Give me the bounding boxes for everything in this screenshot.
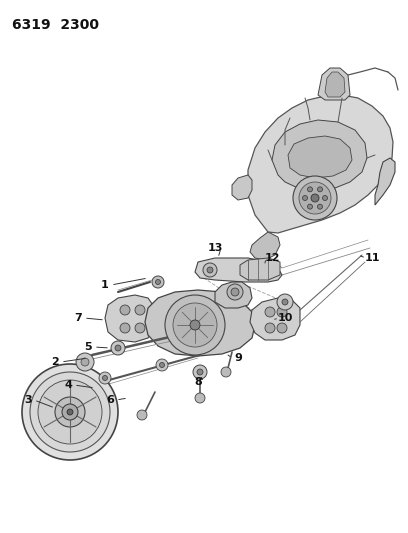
Circle shape — [265, 323, 275, 333]
Circle shape — [277, 294, 293, 310]
Text: 6: 6 — [106, 395, 114, 405]
Polygon shape — [232, 175, 252, 200]
Circle shape — [195, 393, 205, 403]
Circle shape — [203, 263, 217, 277]
Circle shape — [265, 307, 275, 317]
Circle shape — [190, 320, 200, 330]
Polygon shape — [105, 295, 155, 342]
Circle shape — [308, 187, 313, 192]
Circle shape — [227, 284, 243, 300]
Polygon shape — [318, 68, 350, 100]
Circle shape — [135, 305, 145, 315]
Text: 11: 11 — [364, 253, 380, 263]
Circle shape — [102, 376, 107, 381]
Circle shape — [322, 196, 328, 200]
Polygon shape — [325, 72, 345, 97]
Polygon shape — [145, 290, 255, 356]
Circle shape — [137, 410, 147, 420]
Circle shape — [302, 196, 308, 200]
Polygon shape — [248, 95, 393, 233]
Circle shape — [120, 305, 130, 315]
Circle shape — [120, 323, 130, 333]
Circle shape — [197, 369, 203, 375]
Polygon shape — [215, 282, 252, 308]
Circle shape — [231, 288, 239, 296]
Text: 3: 3 — [24, 395, 32, 405]
Circle shape — [277, 323, 287, 333]
Polygon shape — [250, 232, 280, 260]
Circle shape — [293, 176, 337, 220]
Circle shape — [135, 323, 145, 333]
Circle shape — [81, 358, 89, 366]
Polygon shape — [195, 258, 282, 282]
Circle shape — [317, 187, 322, 192]
Polygon shape — [272, 120, 367, 190]
Circle shape — [299, 182, 331, 214]
Circle shape — [311, 194, 319, 202]
Circle shape — [99, 372, 111, 384]
Circle shape — [308, 204, 313, 209]
Circle shape — [111, 341, 125, 355]
Polygon shape — [288, 136, 352, 178]
Circle shape — [38, 380, 102, 444]
Circle shape — [221, 367, 231, 377]
Text: 13: 13 — [207, 243, 223, 253]
Polygon shape — [375, 158, 395, 205]
Circle shape — [30, 372, 110, 452]
Circle shape — [317, 204, 322, 209]
Text: 9: 9 — [234, 353, 242, 363]
Text: 12: 12 — [264, 253, 280, 263]
Text: 1: 1 — [101, 280, 109, 290]
Circle shape — [22, 364, 118, 460]
Circle shape — [282, 299, 288, 305]
Circle shape — [160, 362, 164, 367]
Circle shape — [193, 365, 207, 379]
Circle shape — [156, 359, 168, 371]
Polygon shape — [240, 258, 280, 280]
Text: 10: 10 — [277, 313, 293, 323]
Text: 7: 7 — [74, 313, 82, 323]
Circle shape — [207, 267, 213, 273]
Polygon shape — [250, 298, 300, 340]
Text: 6319  2300: 6319 2300 — [12, 18, 99, 32]
Circle shape — [62, 404, 78, 420]
Circle shape — [152, 276, 164, 288]
Text: 4: 4 — [64, 380, 72, 390]
Circle shape — [55, 397, 85, 427]
Text: 5: 5 — [84, 342, 92, 352]
Circle shape — [67, 409, 73, 415]
Text: 2: 2 — [51, 357, 59, 367]
Circle shape — [165, 295, 225, 355]
Text: 8: 8 — [194, 377, 202, 387]
Circle shape — [155, 279, 160, 285]
Circle shape — [115, 345, 121, 351]
Circle shape — [173, 303, 217, 347]
Circle shape — [76, 353, 94, 371]
Circle shape — [277, 307, 287, 317]
